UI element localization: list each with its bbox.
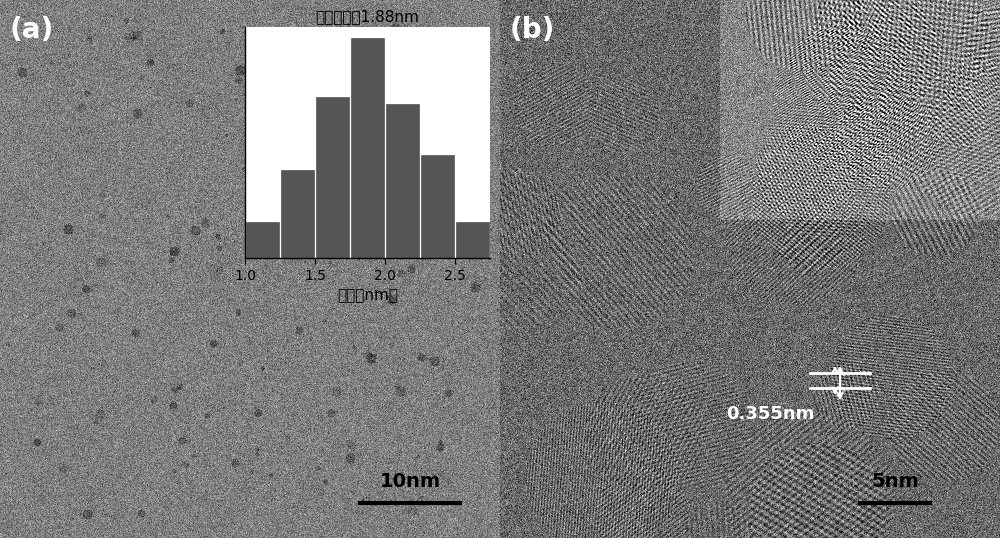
Text: (b): (b) <box>510 16 555 44</box>
Bar <box>246 222 279 258</box>
Bar <box>351 38 384 258</box>
Bar <box>316 97 349 258</box>
Bar <box>386 104 419 258</box>
Text: 0.355nm: 0.355nm <box>726 405 814 423</box>
Text: 5nm: 5nm <box>871 472 919 491</box>
Title: 平均粒径：1.88nm: 平均粒径：1.88nm <box>316 9 419 24</box>
Bar <box>281 170 314 258</box>
Bar <box>421 155 454 258</box>
Bar <box>456 222 489 258</box>
X-axis label: 粒径（nm）: 粒径（nm） <box>337 288 398 303</box>
Text: (a): (a) <box>10 16 54 44</box>
Text: 10nm: 10nm <box>379 472 441 491</box>
